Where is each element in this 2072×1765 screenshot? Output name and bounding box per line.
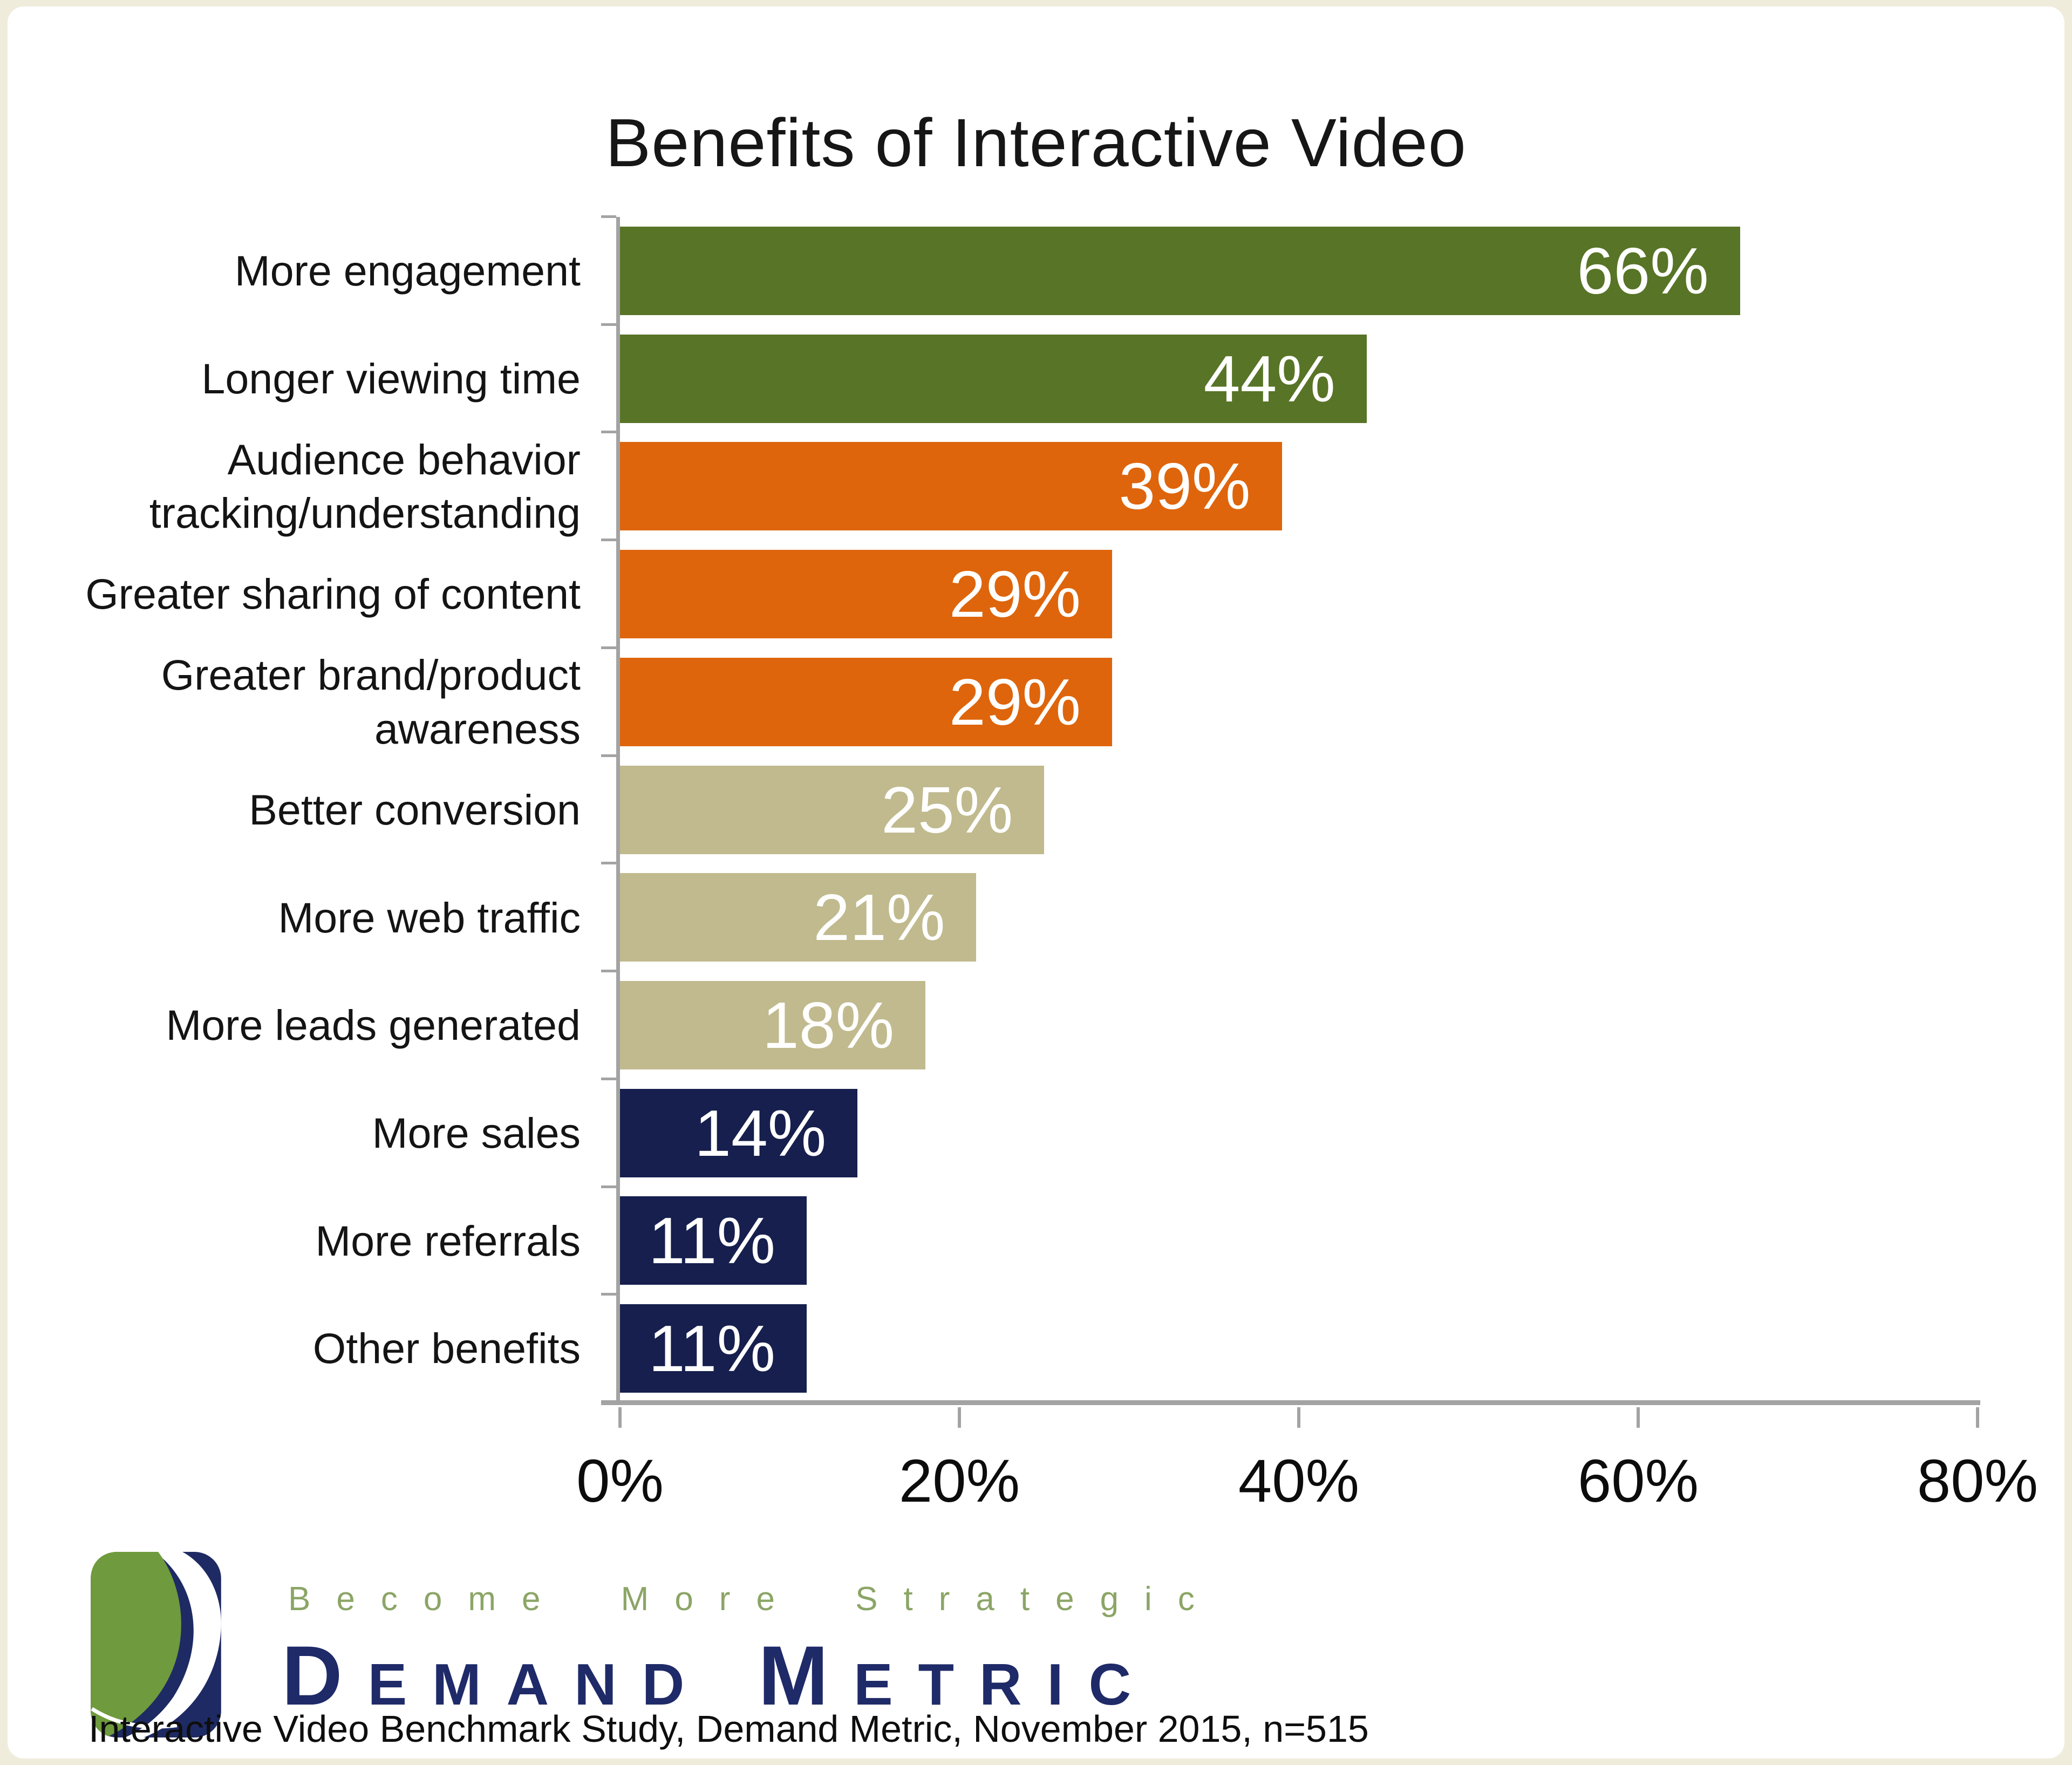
bar: 11% — [620, 1196, 807, 1285]
category-tick — [601, 539, 616, 542]
category-tick — [601, 1293, 616, 1296]
x-axis-tick-label: 0% — [576, 1447, 664, 1515]
category-labels-column: More engagement Longer viewing time Audien… — [8, 217, 581, 1402]
bar-row: 66% — [620, 217, 1978, 325]
category-label: Audience behavior tracking/understanding — [149, 435, 581, 537]
bar: 29% — [620, 550, 1113, 639]
category-label: More engagement — [234, 247, 581, 295]
chart-canvas: Benefits of Interactive Video More engag… — [8, 6, 2064, 1759]
x-axis-tick-label: 80% — [1917, 1447, 2039, 1515]
bar-row: 44% — [620, 325, 1978, 433]
bar: 18% — [620, 981, 926, 1069]
x-axis-line — [601, 1400, 1980, 1405]
category-label: More web traffic — [278, 893, 581, 942]
source-citation: Interactive Video Benchmark Study, Deman… — [88, 1708, 1369, 1750]
category-tick — [601, 431, 616, 434]
category-tick — [601, 646, 616, 649]
plot-area: 66% 44% 39% 29% 29% 25% 21% 18% 14% 11% 11% 0% 20% 4… — [576, 215, 2038, 1515]
bar-row: 29% — [620, 540, 1978, 648]
brand-logo-text: Demand Metric — [282, 1629, 1156, 1723]
bar: 25% — [620, 765, 1045, 854]
x-axis-tick — [1976, 1407, 1979, 1428]
brand-tagline: Become More Strategic — [288, 1580, 1221, 1618]
bar-value-label: 18% — [762, 989, 895, 1062]
bar-row: 25% — [620, 756, 1978, 864]
category-tick — [601, 215, 616, 218]
x-axis-tick-label: 20% — [898, 1447, 1020, 1515]
bar-value-label: 25% — [881, 773, 1013, 847]
bar: 66% — [620, 226, 1740, 315]
bar-value-label: 29% — [949, 557, 1081, 631]
x-axis-tick — [618, 1407, 622, 1428]
bar-value-label: 11% — [648, 1312, 775, 1386]
bars-container: 66% 44% 39% 29% 29% 25% 21% 18% 14% 11% 11% — [620, 217, 1978, 1402]
bar-value-label: 44% — [1203, 342, 1335, 415]
category-label: Better conversion — [249, 785, 581, 834]
bar: 44% — [620, 334, 1367, 423]
category-tick — [601, 323, 616, 326]
bar: 21% — [620, 873, 977, 962]
bar-value-label: 66% — [1577, 234, 1709, 308]
category-tick — [601, 1185, 616, 1188]
x-axis-tick — [1297, 1407, 1300, 1428]
category-label: Greater brand/product awareness — [161, 651, 581, 753]
demand-metric-logo-icon — [91, 1552, 221, 1737]
category-label: More referrals — [315, 1216, 581, 1265]
x-axis-tick — [1637, 1407, 1640, 1428]
bar: 29% — [620, 657, 1113, 746]
bar-value-label: 14% — [694, 1096, 827, 1170]
bar-row: 11% — [620, 1187, 1978, 1295]
category-label: Greater sharing of content — [85, 570, 581, 618]
category-label: More leads generated — [166, 1001, 581, 1050]
bar-value-label: 11% — [648, 1204, 775, 1278]
bar-row: 39% — [620, 432, 1978, 540]
bar: 39% — [620, 442, 1282, 531]
bar-value-label: 29% — [949, 665, 1081, 739]
bar-row: 18% — [620, 971, 1978, 1079]
bar: 11% — [620, 1304, 807, 1393]
category-tick — [601, 862, 616, 865]
bar-row: 11% — [620, 1294, 1978, 1402]
category-label: Longer viewing time — [201, 354, 581, 403]
category-tick — [601, 1077, 616, 1080]
chart-title: Benefits of Interactive Video — [605, 105, 1467, 181]
category-tick — [601, 754, 616, 757]
bar: 14% — [620, 1088, 858, 1177]
x-axis-tick-label: 60% — [1577, 1447, 1699, 1515]
category-label: Other benefits — [312, 1324, 581, 1373]
category-label: More sales — [372, 1108, 581, 1157]
bar-row: 21% — [620, 863, 1978, 971]
x-axis-tick — [958, 1407, 961, 1428]
category-tick — [601, 970, 616, 973]
bar-row: 29% — [620, 648, 1978, 756]
x-axis-tick-label: 40% — [1238, 1447, 1360, 1515]
bar-row: 14% — [620, 1079, 1978, 1187]
bar-value-label: 39% — [1119, 449, 1251, 523]
bar-value-label: 21% — [813, 881, 945, 955]
